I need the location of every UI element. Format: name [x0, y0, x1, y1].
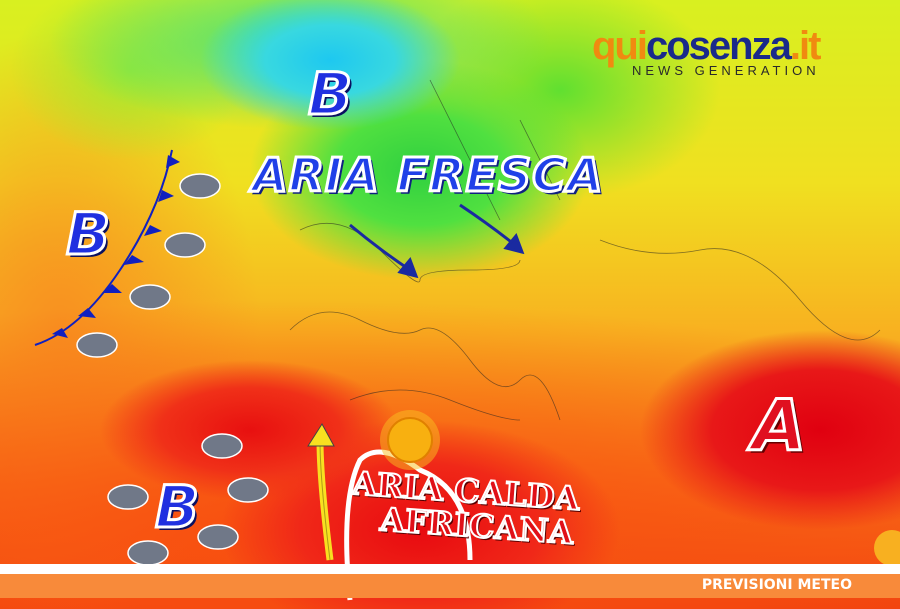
arrow-icon — [349, 203, 525, 279]
logo: quicosenza.it NEWS GENERATION — [592, 24, 822, 78]
sun-icon — [380, 410, 440, 470]
forecast-banner: PREVISIONI METEO — [0, 574, 900, 598]
logo-tagline: NEWS GENERATION — [632, 63, 820, 78]
high-pressure-label: A — [750, 384, 807, 469]
logo-text-tld: .it — [789, 24, 822, 68]
low-pressure-label: B — [153, 472, 200, 543]
coastlines — [289, 79, 881, 421]
logo-text-cosenza: cosenza — [645, 24, 792, 68]
banner-text: PREVISIONI METEO — [701, 577, 852, 593]
low-pressure-label: B — [64, 199, 111, 270]
low-pressure-label: B — [306, 59, 353, 130]
rain-cloud-icon — [76, 173, 269, 566]
banner-stripe — [0, 564, 900, 574]
arrow-icon — [307, 423, 335, 561]
cold-front-triangles — [52, 155, 180, 338]
logo-text-qui: qui — [592, 24, 648, 68]
warm-air-flow — [344, 449, 473, 601]
cool-air-label: ARIA FRESCA — [251, 147, 605, 204]
